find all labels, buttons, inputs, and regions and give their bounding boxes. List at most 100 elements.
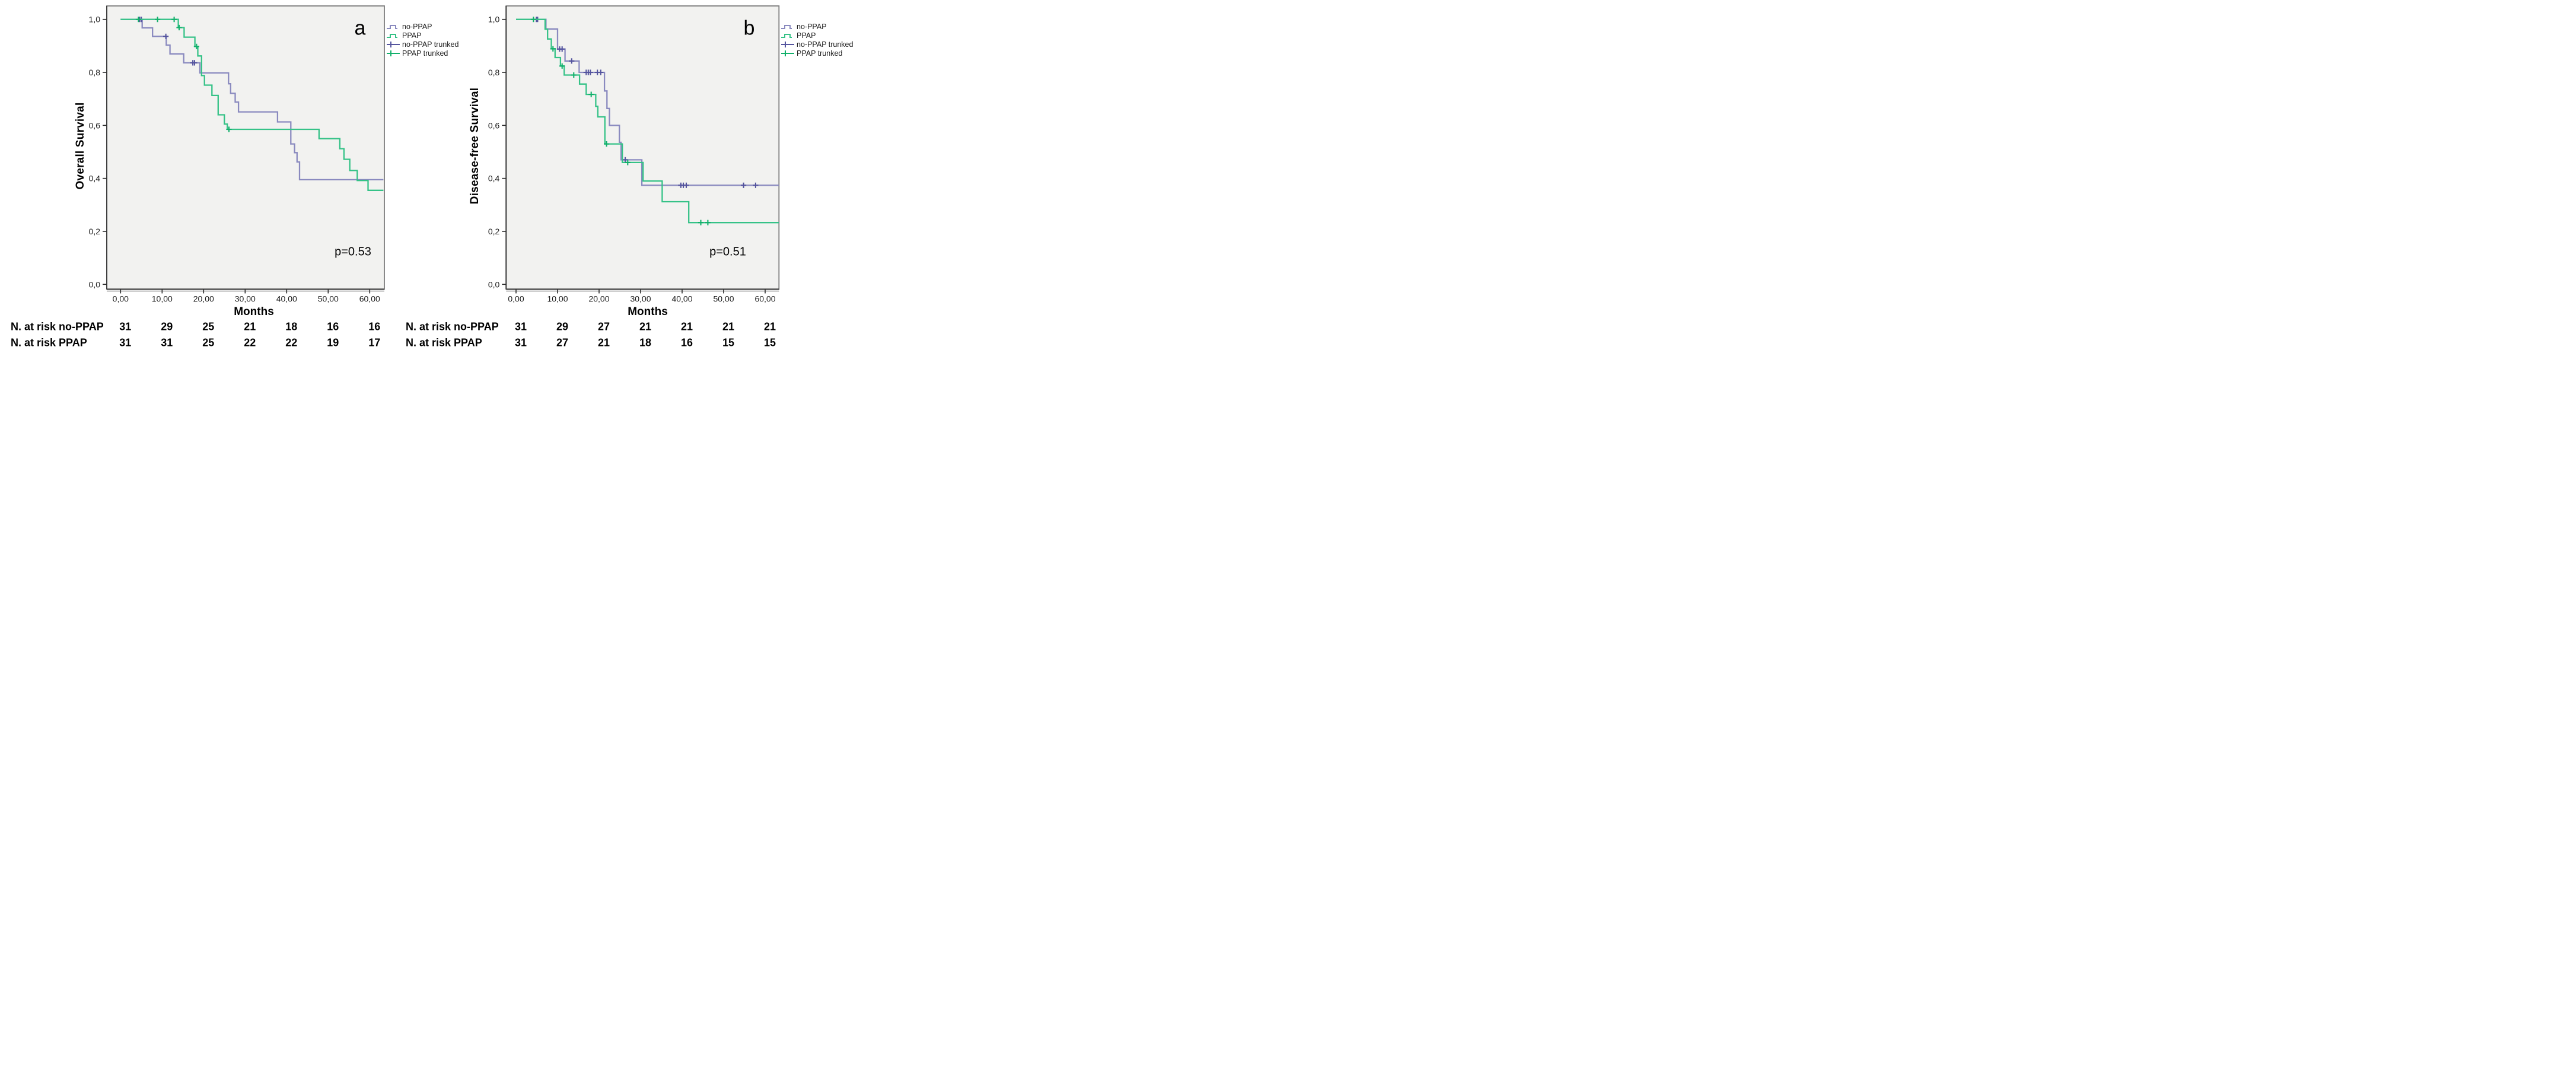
risk-value: 16: [368, 320, 381, 333]
legend-item-no-ppap-trunked: no-PPAP trunked: [781, 40, 854, 49]
step-line-icon: [387, 33, 397, 38]
plus-line-icon: [387, 50, 400, 56]
y-tick-label: 0,0: [488, 279, 500, 289]
y-tick-label: 0,4: [89, 174, 101, 183]
x-tick-label: 0,00: [508, 294, 524, 304]
risk-value: 15: [763, 336, 776, 349]
censor-mark-ppap: [530, 17, 536, 23]
p-value-a: p=0.53: [335, 245, 371, 259]
risk-value: 22: [244, 336, 256, 349]
risk-row-label: N. at risk PPAP: [11, 336, 87, 349]
legend-item-no-ppap-trunked: no-PPAP trunked: [386, 40, 459, 49]
censor-mark-no-ppap: [741, 182, 747, 188]
km-figure: 0,00 10,00 20,00 30,00 40,00 50,00 60,00 1,0 0,8…: [0, 0, 859, 360]
plot-area: [106, 5, 385, 290]
risk-value: 21: [722, 320, 735, 333]
risk-value: 31: [514, 320, 527, 333]
censor-mark-ppap: [604, 141, 610, 147]
plus-line-icon: [781, 50, 794, 56]
risk-row-label: N. at risk PPAP: [406, 336, 482, 349]
legend-item-no-ppap: no-PPAP: [386, 22, 458, 31]
x-tick-label: 0,00: [113, 294, 129, 304]
x-tick-label: 60,00: [754, 294, 775, 304]
y-tick-label: 0,0: [89, 279, 101, 289]
censor-mark-ppap: [193, 43, 199, 49]
legend-item-ppap-trunked: PPAP trunked: [386, 49, 458, 58]
risk-value: 21: [597, 336, 610, 349]
legend-label: no-PPAP trunked: [402, 40, 459, 49]
legend-label: PPAP: [797, 31, 816, 40]
x-tick-label: 40,00: [276, 294, 297, 304]
y-tick-label: 1,0: [89, 15, 101, 24]
risk-row-label: N. at risk no-PPAP: [406, 320, 499, 333]
y-tick-label: 0,8: [488, 68, 500, 77]
legend-label: PPAP: [402, 31, 422, 40]
censor-mark-no-ppap: [622, 157, 628, 163]
legend-a: no-PPAP PPAP no-PPAP trunked PPAP trunke…: [386, 22, 459, 58]
risk-value: 17: [368, 336, 381, 349]
y-tick-label: 1,0: [488, 15, 500, 24]
risk-value: 21: [639, 320, 652, 333]
plus-line-icon: [781, 41, 794, 47]
risk-row-label: N. at risk no-PPAP: [11, 320, 104, 333]
censor-mark-no-ppap: [683, 182, 689, 188]
censor-mark-no-ppap: [569, 58, 575, 64]
panel-letter-b: b: [743, 17, 755, 40]
y-axis-title-b: Disease-free Survival: [469, 87, 481, 205]
step-line-icon: [781, 33, 792, 38]
y-tick-label: 0,4: [488, 174, 500, 183]
censor-mark-ppap: [176, 24, 182, 31]
legend-label: no-PPAP: [402, 22, 432, 31]
legend-item-ppap: PPAP: [781, 31, 853, 40]
x-tick-label: 40,00: [671, 294, 692, 304]
censor-mark-ppap: [698, 220, 704, 225]
x-tick-label: 10,00: [152, 294, 173, 304]
censor-mark-ppap: [226, 126, 232, 132]
legend-label: no-PPAP trunked: [797, 40, 854, 49]
risk-value: 31: [514, 336, 527, 349]
km-curve-no-ppap: [516, 18, 779, 186]
legend-item-ppap: PPAP: [386, 31, 458, 40]
censor-mark-ppap: [559, 63, 565, 69]
plus-line-icon: [387, 41, 400, 47]
risk-value: 25: [202, 320, 215, 333]
censor-mark-no-ppap: [192, 60, 198, 66]
risk-value: 27: [556, 336, 569, 349]
p-value-b: p=0.51: [709, 245, 746, 259]
y-tick-label: 0,2: [89, 227, 101, 236]
risk-value: 27: [597, 320, 610, 333]
risk-value: 29: [161, 320, 173, 333]
y-tick-label: 0,6: [89, 120, 101, 130]
risk-value: 16: [680, 336, 693, 349]
censor-mark-ppap: [571, 72, 577, 78]
censor-mark-ppap: [625, 160, 631, 166]
risk-value: 31: [119, 320, 132, 333]
legend-label: PPAP trunked: [402, 49, 448, 58]
y-axis-title-a: Overall Survival: [74, 102, 87, 190]
risk-value: 19: [327, 336, 339, 349]
risk-value: 16: [327, 320, 339, 333]
risk-value: 21: [680, 320, 693, 333]
risk-value: 25: [202, 336, 215, 349]
risk-value: 18: [639, 336, 652, 349]
y-tick-label: 0,2: [488, 227, 500, 236]
legend-item-ppap-trunked: PPAP trunked: [781, 49, 853, 58]
survival-plots-canvas: 0,00 10,00 20,00 30,00 40,00 50,00 60,00 1,0 0,8…: [89, 5, 780, 304]
risk-value: 21: [763, 320, 776, 333]
censor-mark-ppap: [588, 91, 594, 97]
x-tick-label: 20,00: [193, 294, 214, 304]
censor-mark-ppap: [705, 220, 711, 225]
y-tick-label: 0,8: [89, 68, 101, 77]
km-curve-ppap: [516, 18, 779, 224]
risk-value: 31: [119, 336, 132, 349]
x-tick-label: 30,00: [235, 294, 256, 304]
legend-label: PPAP trunked: [797, 49, 843, 58]
risk-value: 15: [722, 336, 735, 349]
step-line-icon: [387, 24, 397, 29]
risk-value: 22: [285, 336, 298, 349]
censor-mark-ppap: [155, 17, 161, 23]
y-tick-label: 0,6: [488, 120, 500, 130]
censor-mark-ppap: [550, 46, 556, 52]
x-tick-label: 20,00: [588, 294, 609, 304]
panel-letter-a: a: [354, 17, 366, 40]
